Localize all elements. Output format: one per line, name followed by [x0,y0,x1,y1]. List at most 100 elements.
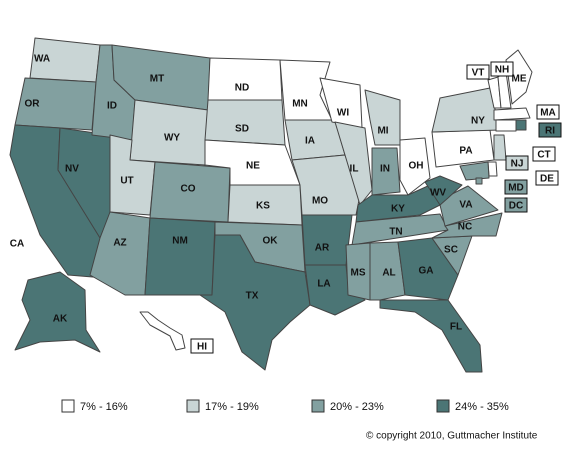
state-shapes [9,37,533,373]
state-label: DC [509,201,523,212]
state-label: SD [235,124,249,135]
state [364,89,401,146]
state-label: NE [246,161,260,172]
legend-swatch [61,399,75,413]
state-label: WY [164,133,180,144]
state-label: NC [458,222,472,233]
state-label: WA [34,54,50,65]
legend-label: 24% - 35% [455,401,509,413]
state [431,212,503,239]
state-label-box [536,104,560,120]
state-label-box [466,64,490,80]
state-label: ME [512,74,527,85]
state [397,237,459,301]
state-label: OK [263,236,279,247]
state-label: MI [377,126,388,137]
state-label: MO [312,196,328,207]
state-label: ND [235,83,249,94]
state-label: NM [172,236,188,247]
legend-label: 17% - 19% [205,401,259,413]
state [399,137,431,196]
state-label-box [190,338,214,354]
state-label-box [504,179,528,195]
state-label: WI [337,108,349,119]
legend-label: 7% - 16% [80,401,128,413]
state [459,161,490,181]
state-label-box [538,122,562,138]
state [515,119,527,131]
state-labels: WA OR CA NV ID MT WY UT AZ CO NM ND SD NE KS OK TX MN IA MO… [10,54,562,354]
state [493,107,531,121]
state [144,217,216,296]
state-label: CT [537,150,550,161]
state-label: VA [459,200,472,211]
state [304,264,366,316]
state [475,177,483,185]
state-label: NJ [511,159,524,170]
state-label-box [505,155,529,171]
state [371,147,401,196]
state-label: AZ [113,238,126,249]
state-label-box [535,170,559,186]
state [493,134,507,161]
state [495,119,517,132]
state-label-box [490,61,514,77]
state [431,87,501,133]
state-label: AL [382,268,395,279]
legend-label: 20% - 23% [330,401,384,413]
state [207,57,283,101]
legend: 7% - 16% 17% - 19% 20% - 23% 24% - 35% [61,399,509,413]
state-label: ID [107,101,117,112]
state-label: MN [292,99,308,110]
state-label: NV [65,164,79,175]
state [204,99,286,146]
state-label: MA [540,108,556,119]
legend-swatch [311,399,325,413]
state-label: WV [430,188,446,199]
state [369,241,406,301]
state [279,59,333,121]
state-label: HI [197,342,207,353]
state-label: IA [305,136,315,147]
state-label: MT [150,74,164,85]
state [139,311,186,351]
state-label: DE [540,174,554,185]
state [301,214,353,266]
state-label: UT [120,176,133,187]
state-label: CO [181,184,196,195]
state-label: TX [246,291,259,302]
state-label: MS [351,268,366,279]
state-label: RI [545,126,555,137]
state [199,234,311,371]
state-label: TN [389,227,402,238]
state-label: SC [444,245,458,256]
state-label: PA [459,146,472,157]
state-label: IN [380,164,390,175]
state-label: NY [471,116,485,127]
copyright: © copyright 2010, Guttmacher Institute [366,431,538,442]
state-label: VT [472,68,485,79]
state-label: CA [10,239,24,250]
state-label: FL [450,322,462,333]
state [424,175,463,206]
state [14,271,101,353]
state [379,299,483,373]
state-label: GA [419,266,434,277]
state-label: LA [317,279,330,290]
state-label: NH [495,65,509,76]
legend-swatch [436,399,450,413]
state-label: OH [409,161,424,172]
state-label: AR [315,243,330,254]
state-label: KY [391,204,405,215]
state-label-box [504,197,528,213]
state [334,121,373,206]
state [487,161,498,177]
state-label: MD [508,183,524,194]
state-label: IL [350,164,359,175]
state-label: KS [256,201,270,212]
state-label-box [532,146,556,162]
state-label: AK [53,314,68,325]
legend-swatch [186,399,200,413]
